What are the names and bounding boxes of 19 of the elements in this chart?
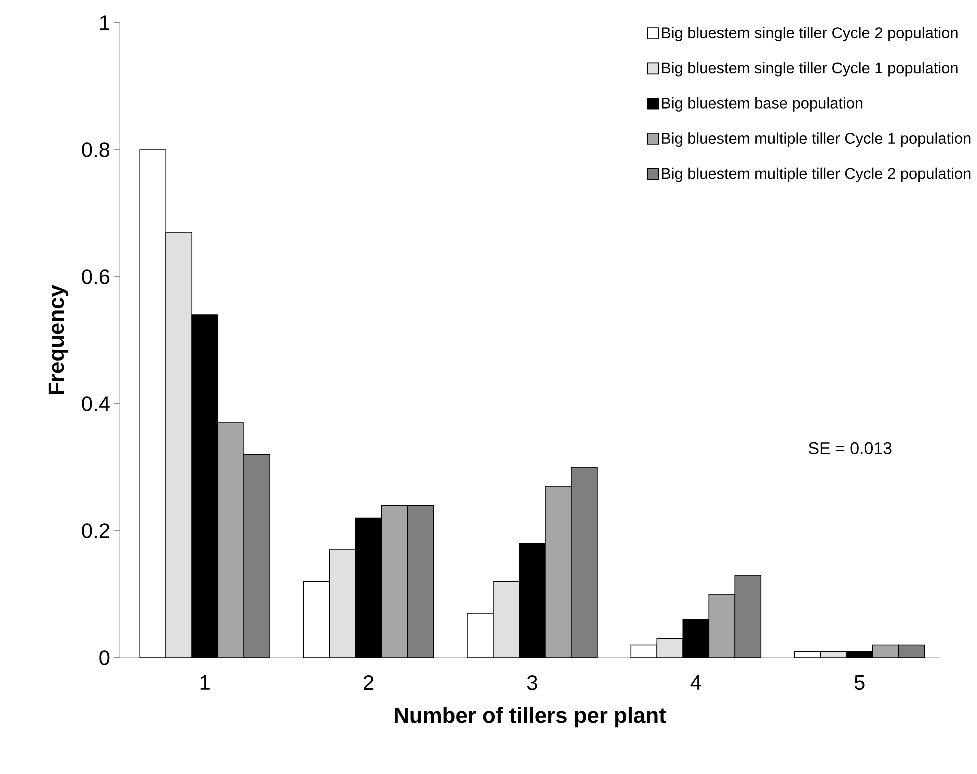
y-axis-title: Frequency xyxy=(48,285,69,394)
x-tick-label: 5 xyxy=(854,676,865,690)
legend-label: Big bluestem base population xyxy=(662,98,863,112)
y-tick-label: 0.6 xyxy=(82,270,110,284)
y-tick-label: 1 xyxy=(100,16,110,30)
x-tick-label: 1 xyxy=(200,676,210,690)
legend-label: Big bluestem multiple tiller Cycle 1 population xyxy=(662,132,971,148)
y-tick-label: 0.8 xyxy=(82,142,110,158)
annotation: SE = 0.013 xyxy=(809,442,892,454)
x-tick-label: 3 xyxy=(527,676,538,690)
x-tick-label: 4 xyxy=(690,676,702,690)
y-tick-label: 0.4 xyxy=(82,396,110,412)
x-tick-label: 2 xyxy=(364,676,374,690)
y-tick-label: 0 xyxy=(100,650,110,666)
legend-label: Big bluestem multiple tiller Cycle 2 population xyxy=(662,168,971,182)
legend-label: Big bluestem single tiller Cycle 1 population xyxy=(662,62,958,77)
x-axis-title: Number of tillers per plant xyxy=(395,707,666,728)
y-tick-label: 0.2 xyxy=(82,524,110,538)
legend-label: Big bluestem single tiller Cycle 2 population xyxy=(662,27,958,42)
